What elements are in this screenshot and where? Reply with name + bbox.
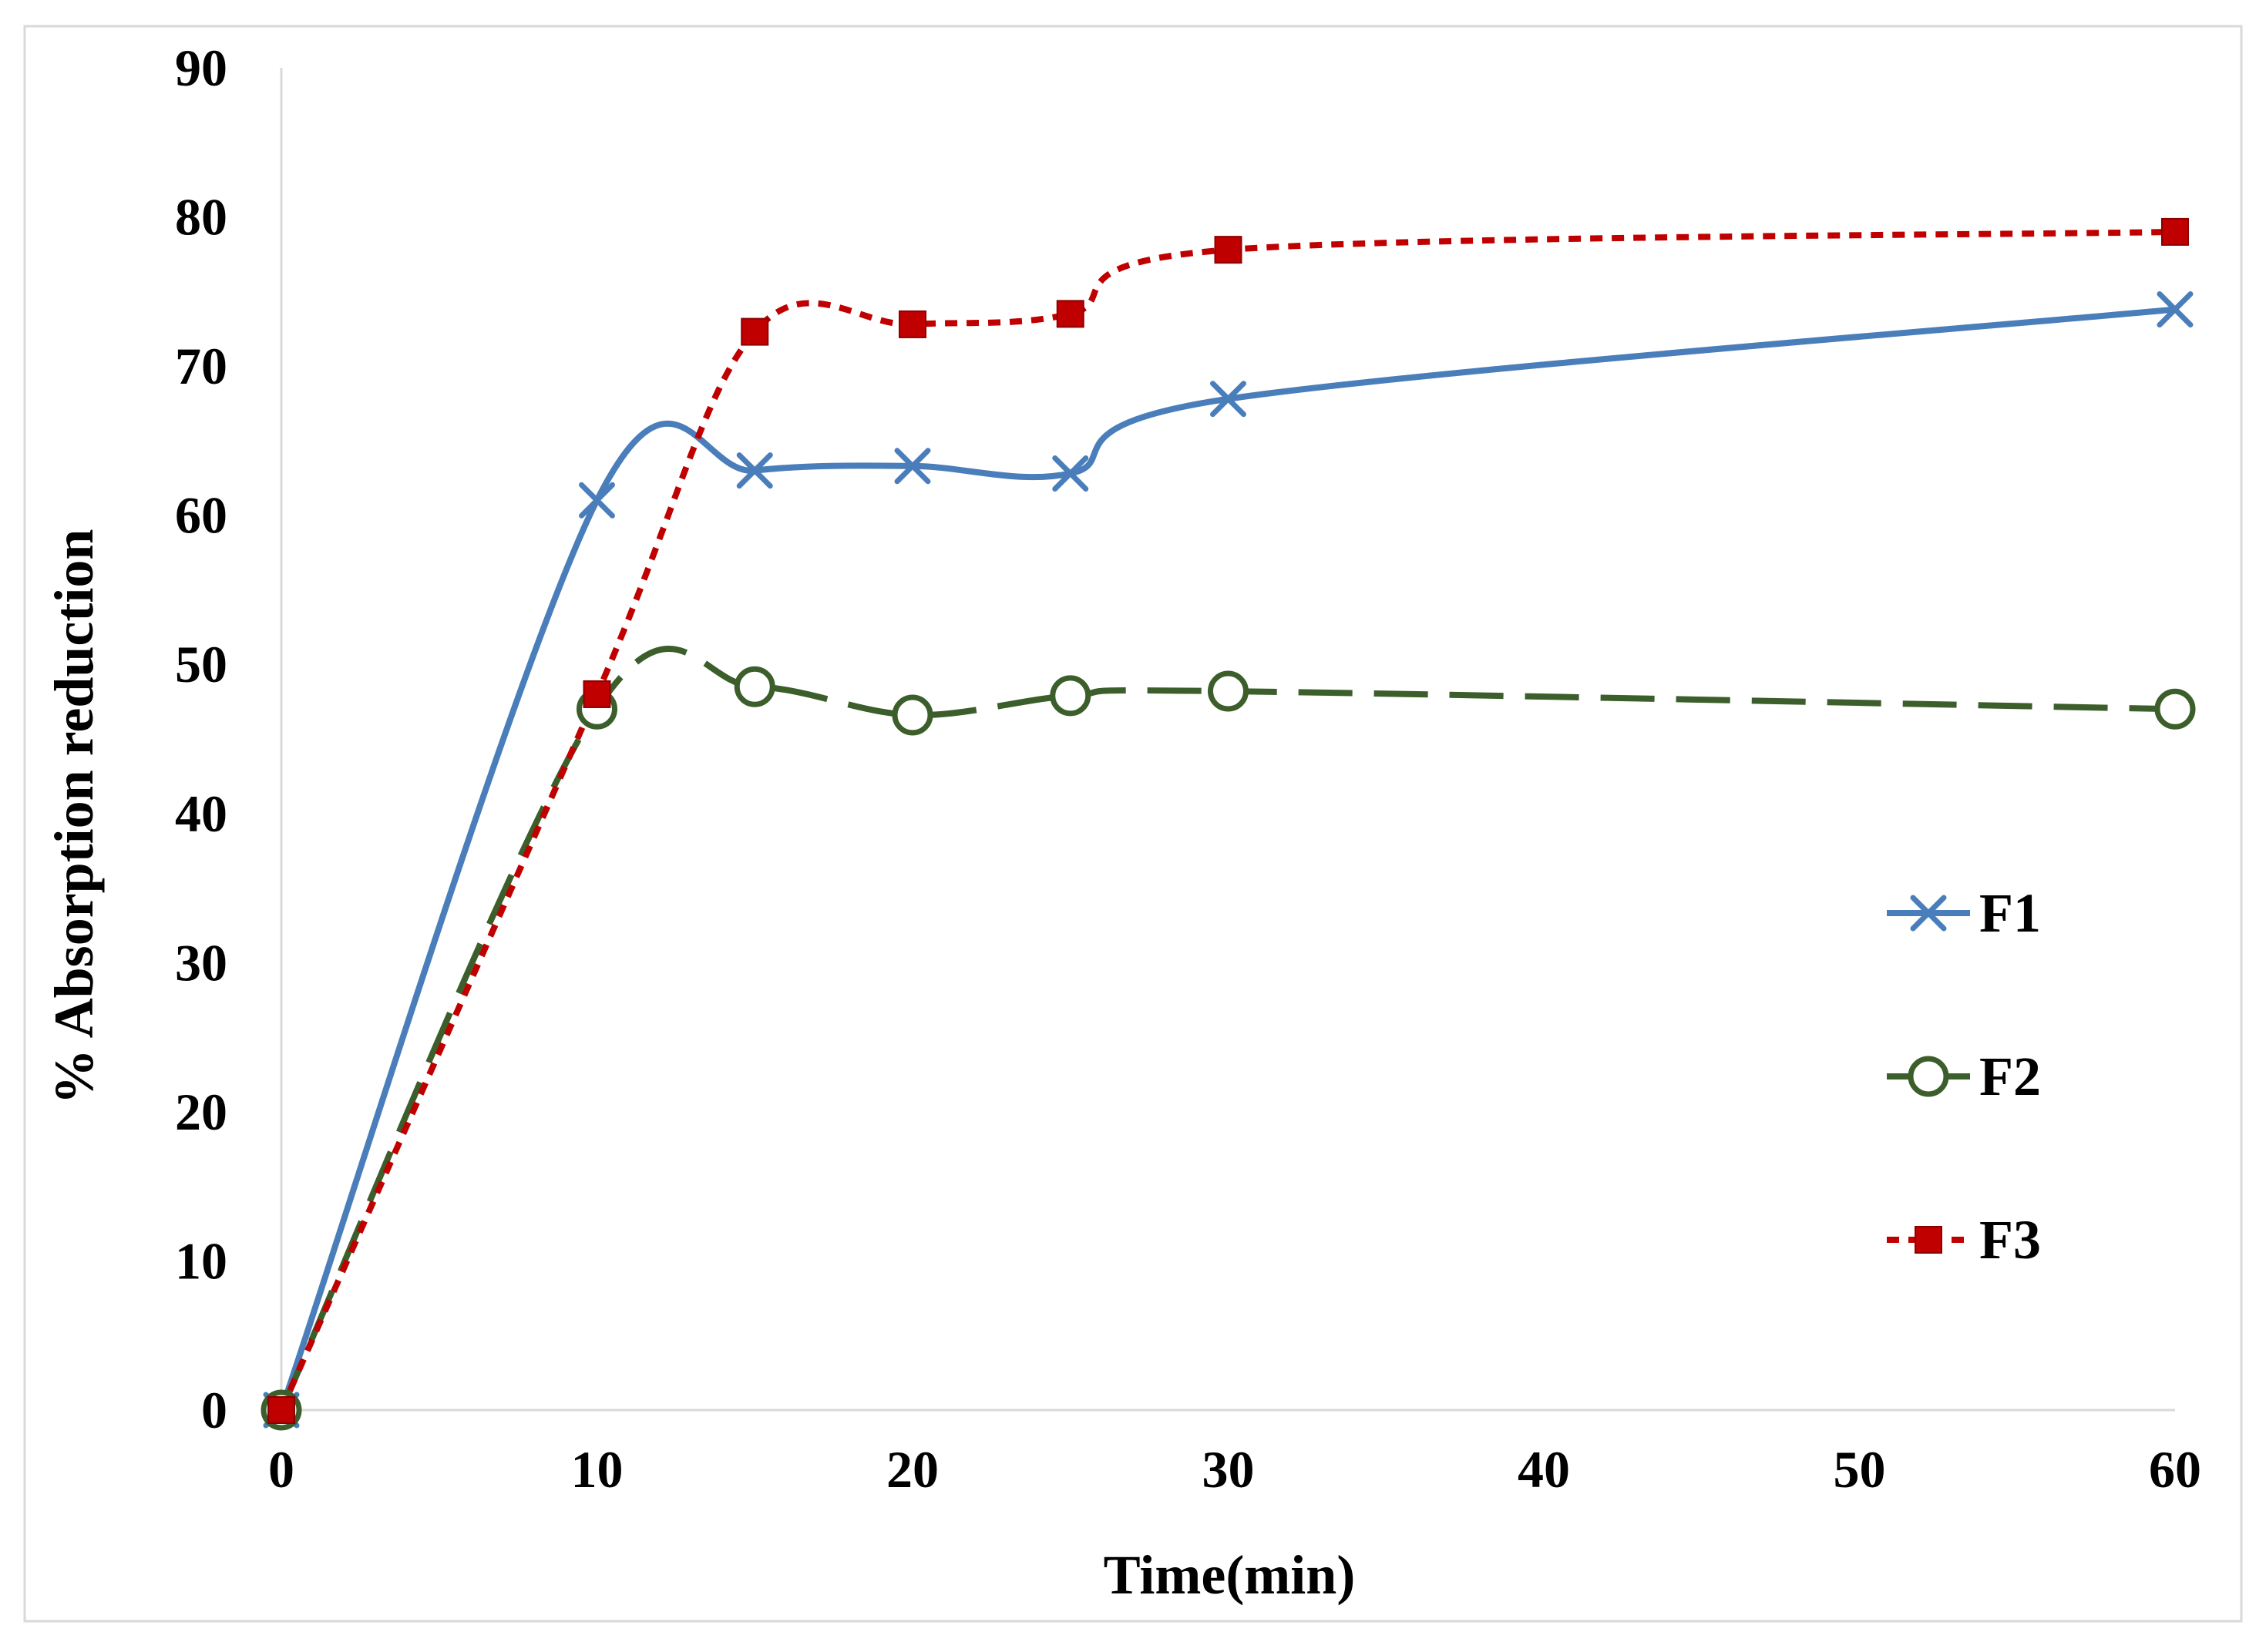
x-tick-label: 10 [571, 1440, 624, 1499]
x-axis-title: Time(min) [1104, 1544, 1356, 1606]
legend-item-f2: F2 [1887, 1046, 2041, 1107]
data-point-f1 [1210, 381, 1246, 418]
legend-marker [1915, 1226, 1942, 1254]
y-tick-label: 90 [175, 39, 227, 97]
x-tick-label: 60 [2149, 1440, 2201, 1499]
data-point-f3 [583, 680, 611, 708]
y-tick-label: 80 [175, 188, 227, 247]
data-point-f1 [894, 448, 931, 485]
data-point-f2 [892, 694, 933, 736]
data-point-f3 [267, 1396, 295, 1424]
marker-x-stroke [2157, 291, 2194, 328]
data-point-f2 [734, 666, 775, 707]
x-tick-label: 30 [1202, 1440, 1255, 1499]
y-tick-label: 50 [175, 635, 227, 693]
data-point-f3 [1056, 300, 1084, 328]
y-tick-label: 20 [175, 1083, 227, 1141]
y-tick-label: 10 [175, 1231, 227, 1290]
marker-x-stroke [894, 448, 931, 485]
x-tick-label: 0 [268, 1440, 294, 1499]
y-tick-label: 0 [201, 1381, 227, 1439]
series-layer [261, 217, 2196, 1431]
axes [280, 68, 2175, 1412]
chart-border [23, 25, 2243, 1623]
legend: F1 F2 F3 [1887, 882, 2041, 1271]
legend-marker [1908, 1056, 1949, 1097]
marker-x-stroke [1910, 895, 1947, 932]
data-point-f2 [2154, 688, 2196, 730]
data-point-f2 [1208, 670, 1249, 712]
x-tick-label: 40 [1518, 1440, 1570, 1499]
tick-labels: 0 10 20 30 40 50 60 70 80 90 0 10 20 30 40 50 60 [175, 39, 2201, 1499]
marker-x-stroke [1210, 381, 1246, 418]
marker-x-stroke [736, 452, 773, 489]
data-point-f2 [1050, 675, 1091, 717]
x-tick-label: 50 [1834, 1440, 1886, 1499]
legend-item-f3: F3 [1887, 1209, 2041, 1271]
marker-x-stroke [579, 482, 615, 519]
legend-label: F1 [1979, 882, 2041, 944]
y-tick-label: 70 [175, 337, 227, 395]
x-tick-label: 20 [886, 1440, 939, 1499]
y-tick-label: 30 [175, 933, 227, 992]
data-point-f3 [2161, 217, 2189, 246]
data-point-f1 [736, 452, 773, 489]
data-point-f3 [1214, 236, 1242, 264]
marker-x-stroke [1052, 455, 1089, 492]
y-axis-title: % Absorption reduction [43, 529, 105, 1105]
data-point-f1 [579, 482, 615, 519]
legend-marker [1910, 895, 1947, 932]
data-point-f3 [741, 317, 769, 346]
data-point-f1 [1052, 455, 1089, 492]
legend-item-f1: F1 [1887, 882, 2041, 944]
data-point-f1 [2157, 291, 2194, 328]
y-tick-label: 40 [175, 784, 227, 843]
y-tick-label: 60 [175, 486, 227, 545]
legend-label: F3 [1979, 1209, 2041, 1271]
legend-label: F2 [1979, 1046, 2041, 1107]
data-point-f3 [899, 310, 926, 338]
